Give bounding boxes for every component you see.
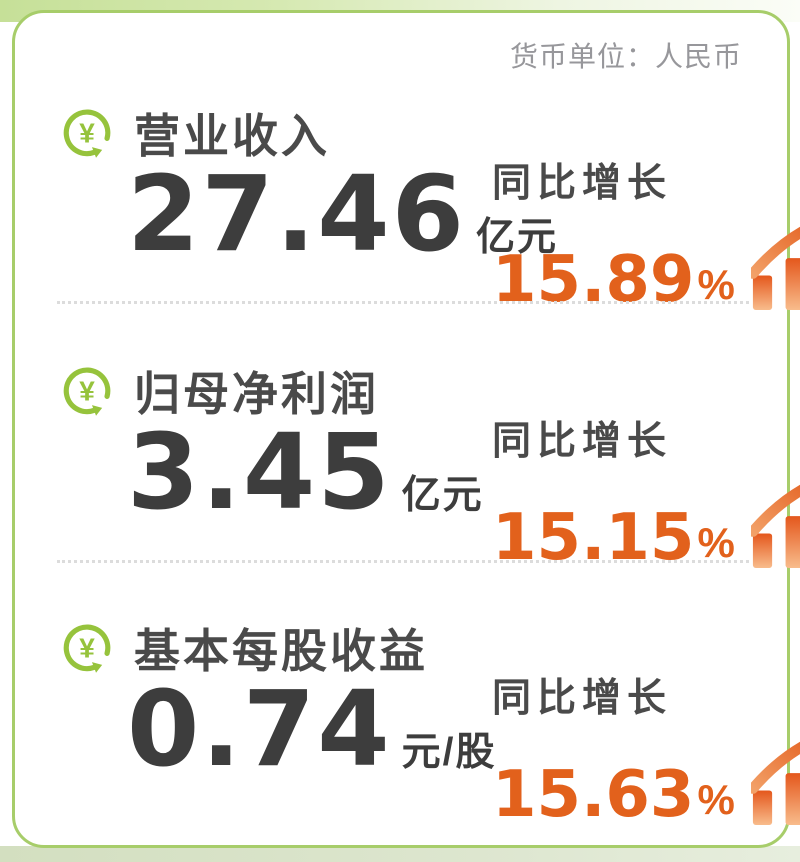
growth-chart-icon — [750, 226, 800, 310]
metric-value: 0.74 元/股 — [127, 668, 497, 790]
growth-percent-sign: % — [697, 776, 735, 823]
currency-unit-note: 货币单位：人民币 — [509, 41, 742, 72]
yuan-glyph: ¥ — [79, 632, 95, 663]
bottom-green-strip — [0, 846, 800, 862]
metric-value: 3.45 亿元 — [127, 411, 484, 533]
growth-percent-sign: % — [697, 261, 735, 308]
metric-value: 27.46 亿元 — [127, 153, 558, 275]
metric-title: 归母净利润 — [134, 368, 379, 420]
growth-chart-icon — [750, 484, 800, 568]
yuan-glyph: ¥ — [79, 375, 95, 406]
metric-title: 营业收入 — [134, 110, 330, 162]
growth-row: 15.89 % — [492, 212, 800, 312]
growth-percent-sign: % — [697, 519, 735, 566]
growth-row: 15.15 % — [492, 470, 800, 575]
dotted-divider — [57, 301, 749, 304]
metric-unit: 亿元 — [475, 216, 558, 259]
metric-unit: 元/股 — [401, 731, 497, 774]
metric-header: ¥ 归母净利润 — [60, 358, 379, 424]
yuan-circle-icon: ¥ — [63, 624, 111, 673]
growth-label: 同比增长 — [492, 162, 673, 205]
growth-block: 同比增长 15.89 % — [492, 152, 800, 312]
summary-card: 货币单位：人民币 ¥ 营业收入 27.46 亿元 同比增长 15.89 % — [12, 10, 800, 848]
growth-number: 15.63 — [492, 758, 695, 832]
growth-block: 同比增长 15.15 % — [492, 410, 800, 575]
growth-block: 同比增长 15.63 % — [492, 667, 800, 832]
growth-number: 15.15 — [492, 501, 695, 575]
metric-number: 3.45 — [127, 411, 392, 533]
yuan-circle-icon: ¥ — [63, 367, 111, 416]
yuan-glyph: ¥ — [79, 117, 95, 148]
growth-chart-icon — [750, 741, 800, 825]
metric-number: 0.74 — [127, 668, 392, 790]
metric-net-profit: ¥ 归母净利润 3.45 亿元 同比增长 15.15 % — [15, 358, 800, 575]
metric-header: ¥ 营业收入 — [60, 100, 330, 166]
metric-revenue: ¥ 营业收入 27.46 亿元 同比增长 15.89 % — [15, 100, 800, 315]
metric-header: ¥ 基本每股收益 — [60, 615, 428, 681]
metric-number: 27.46 — [127, 153, 466, 275]
growth-label: 同比增长 — [492, 420, 673, 463]
metric-unit: 亿元 — [401, 474, 484, 517]
growth-label: 同比增长 — [492, 677, 673, 720]
metric-title: 基本每股收益 — [134, 625, 428, 677]
metric-eps: ¥ 基本每股收益 0.74 元/股 同比增长 15.63 % — [15, 615, 800, 832]
growth-row: 15.63 % — [492, 727, 800, 832]
yuan-circle-icon: ¥ — [63, 109, 111, 158]
dotted-divider — [57, 560, 749, 563]
